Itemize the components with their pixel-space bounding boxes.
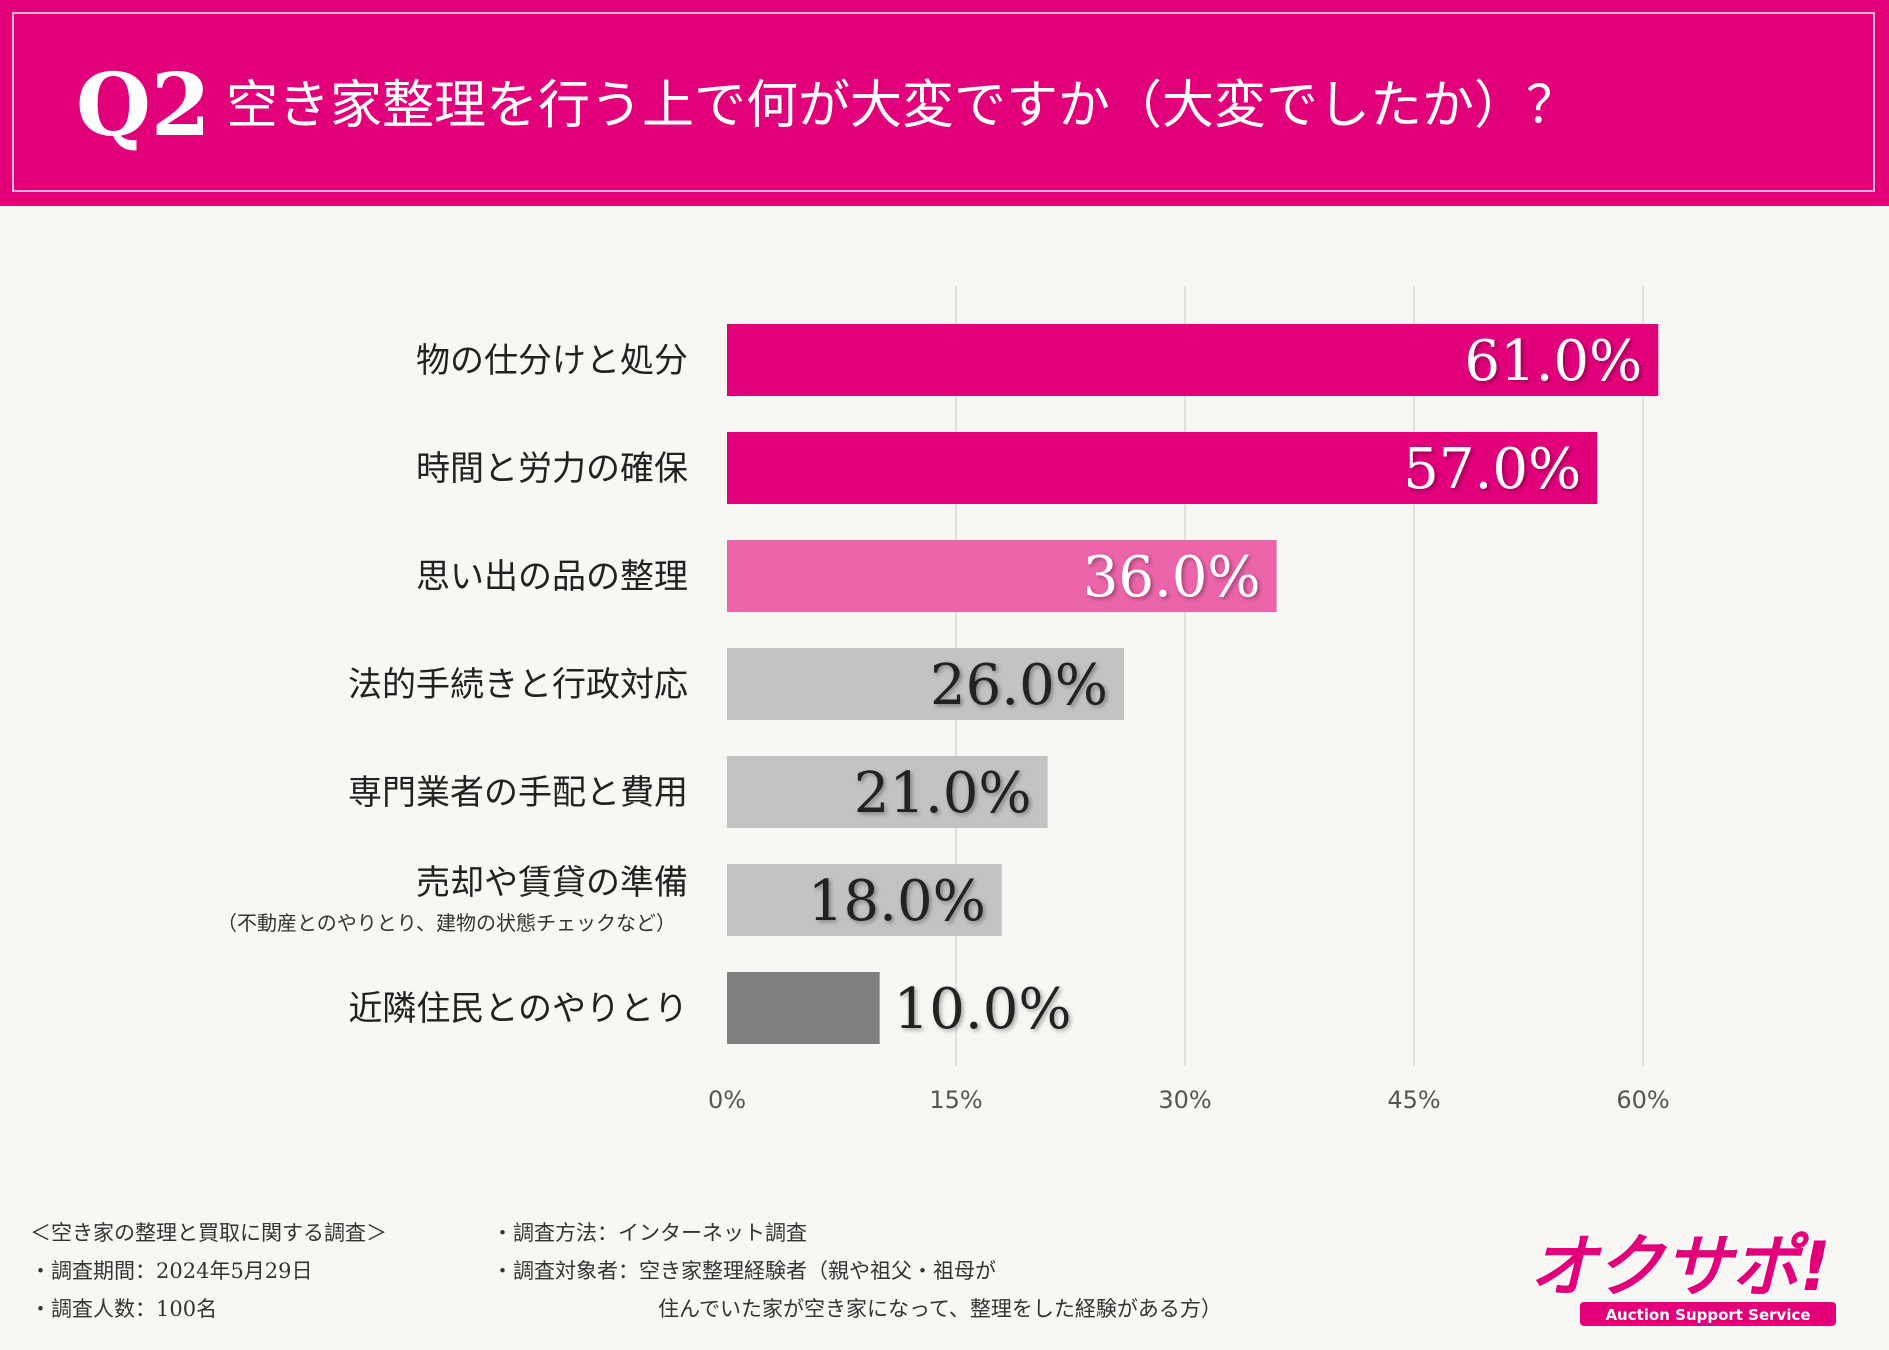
- category-labels: 物の仕分けと処分時間と労力の確保思い出の品の整理法的手続きと行政対応専門業者の手…: [217, 341, 688, 1029]
- x-axis-ticks: 0% 15% 30% 45% 60%: [708, 1086, 1670, 1114]
- category-label: 売却や賃貸の準備: [416, 863, 688, 903]
- bar: [727, 648, 1124, 720]
- bar: [727, 972, 880, 1044]
- logo-main-text: オクサポ!: [1529, 1228, 1831, 1307]
- category-label: 物の仕分けと処分: [416, 341, 688, 381]
- value-label: 61.0%: [1464, 329, 1642, 394]
- bar-chart: 物の仕分けと処分時間と労力の確保思い出の品の整理法的手続きと行政対応専門業者の手…: [217, 286, 1670, 1114]
- category-label: 思い出の品の整理: [416, 557, 688, 597]
- x-tick-label: 30%: [1158, 1086, 1211, 1114]
- x-tick-label: 0%: [708, 1086, 746, 1114]
- value-label: 21.0%: [854, 761, 1032, 826]
- value-label: 10.0%: [894, 977, 1072, 1042]
- category-label: 法的手続きと行政対応: [348, 665, 688, 705]
- bar: [727, 540, 1277, 612]
- header-frame: [12, 12, 1875, 192]
- value-labels: 61.0% 57.0% 36.0% 26.0% 21.0% 18.0% 10.0%: [808, 329, 1642, 1042]
- bar: [727, 756, 1048, 828]
- logo-ribbon: [1580, 1302, 1836, 1326]
- bar: [727, 864, 1002, 936]
- brand-logo: オクサポ! Auction Support Service: [1528, 1227, 1836, 1326]
- survey-respondents: ・調査人数：100名: [30, 1297, 218, 1321]
- x-tick-label: 60%: [1616, 1086, 1669, 1114]
- value-label: 26.0%: [930, 653, 1108, 718]
- category-label: 専門業者の手配と費用: [348, 773, 688, 813]
- logo-sub-text: Auction Support Service: [1605, 1306, 1810, 1324]
- x-tick-label: 15%: [929, 1086, 982, 1114]
- survey-name: ＜空き家の整理と買取に関する調査＞: [30, 1221, 387, 1245]
- category-sublabel: （不動産とのやりとり、建物の状態チェックなど）: [217, 911, 676, 935]
- question-number: Q2: [76, 55, 211, 156]
- bar: [727, 324, 1659, 396]
- x-tick-label: 45%: [1387, 1086, 1440, 1114]
- bar: [727, 432, 1598, 504]
- header-banner: Q2 空き家整理を行う上で何が大変ですか（大変でしたか）？: [0, 0, 1889, 206]
- bars: [727, 324, 1659, 1044]
- value-label: 57.0%: [1403, 437, 1581, 502]
- survey-target-line2: 住んでいた家が空き家になって、整理をした経験がある方）: [658, 1297, 1222, 1321]
- question-title: 空き家整理を行う上で何が大変ですか（大変でしたか）？: [226, 76, 1579, 136]
- survey-method: ・調査方法：インターネット調査: [492, 1221, 807, 1245]
- category-label: 時間と労力の確保: [416, 449, 688, 489]
- value-label: 18.0%: [808, 869, 986, 934]
- category-label: 近隣住民とのやりとり: [348, 989, 688, 1029]
- value-label: 36.0%: [1083, 545, 1261, 610]
- survey-period: ・調査期間：2024年5月29日: [30, 1259, 313, 1283]
- survey-target-line1: ・調査対象者：空き家整理経験者（親や祖父・祖母が: [492, 1259, 996, 1283]
